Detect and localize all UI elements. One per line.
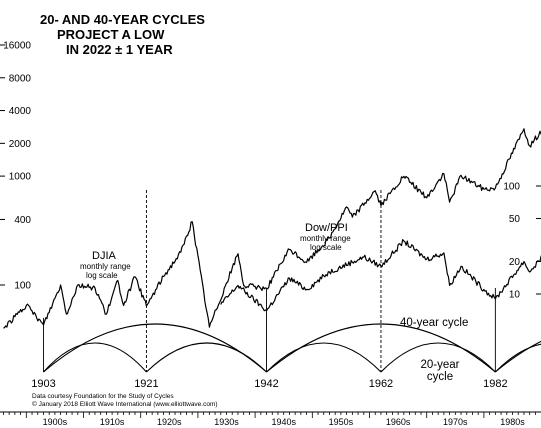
twenty-year-arc [494,343,541,373]
x-tick-label: 1980s [500,417,525,427]
djia-note-line-2: log scale [86,271,118,280]
twenty-year-cycle-label-line-1: 20-year [421,359,460,371]
forty-year-arc [266,323,496,373]
forty-year-arc [494,340,541,373]
left-tick-label: 2000 [9,139,32,150]
twenty-year-arc [266,342,382,373]
right-tick-label: 20 [509,257,521,268]
x-tick-label: 1900s [43,417,68,427]
x-axis: 1900s 1910s 1920s 1930s 1940s 1950s 1960s 1970s… [0,411,541,427]
x-tick-label: 1940s [271,417,296,427]
left-tick-label: 4000 [9,106,32,117]
left-tick-label: 1000 [9,172,32,183]
cycle-year-label: 1903 [31,378,55,390]
cycle-year-label: 1942 [254,378,278,390]
source-credit: Data courtesy Foundation for the Study o… [32,393,174,400]
x-tick-label: 1930s [214,417,239,427]
left-tick-label: 400 [14,215,31,226]
right-tick-label: 10 [509,290,521,301]
twenty-year-arc [380,342,496,373]
x-tick-label: 1910s [100,417,125,427]
forty-year-cycle-label: 40-year cycle [400,317,468,329]
cycle-year-label: 1962 [369,378,393,390]
twenty-year-cycle-label-line-2: cycle [427,371,453,383]
chart-title-line-3: IN 2022 ± 1 YEAR [66,42,173,57]
cycle-arcs: 1903192119421962198220022022±1 [31,190,541,390]
source-copyright: © January 2018 Elliott Wave Internationa… [32,400,218,408]
cycle-year-label: 1921 [134,378,158,390]
dow-ppi-note-line-1: monthly range [300,234,351,243]
djia-label: DJIA [92,250,117,262]
dow-ppi-label: Dow/PPI [305,222,348,234]
chart-title-line-2: PROJECT A LOW [57,27,165,42]
dow-ppi-series-line [220,239,541,312]
dow-ppi-note-line-2: log scale [310,243,342,252]
left-tick-label: 100 [14,281,31,292]
left-axis: 16000 8000 4000 2000 1000 400 100 [0,41,31,292]
x-tick-label: 1960s [386,417,411,427]
left-tick-label: 16000 [3,41,31,52]
forty-year-arc [43,323,267,373]
twenty-year-arc [43,342,147,373]
djia-note-line-1: monthly range [80,262,131,271]
cycle-year-label: 1982 [483,378,507,390]
left-tick-label: 8000 [9,73,32,84]
chart-title-line-1: 20- AND 40-YEAR CYCLES [40,12,205,27]
djia-series-line [3,128,541,329]
right-tick-label: 50 [509,214,521,225]
x-tick-label: 1950s [329,417,354,427]
x-tick-label: 1970s [443,417,468,427]
x-tick-label: 1920s [157,417,182,427]
right-tick-label: 100 [503,182,520,193]
